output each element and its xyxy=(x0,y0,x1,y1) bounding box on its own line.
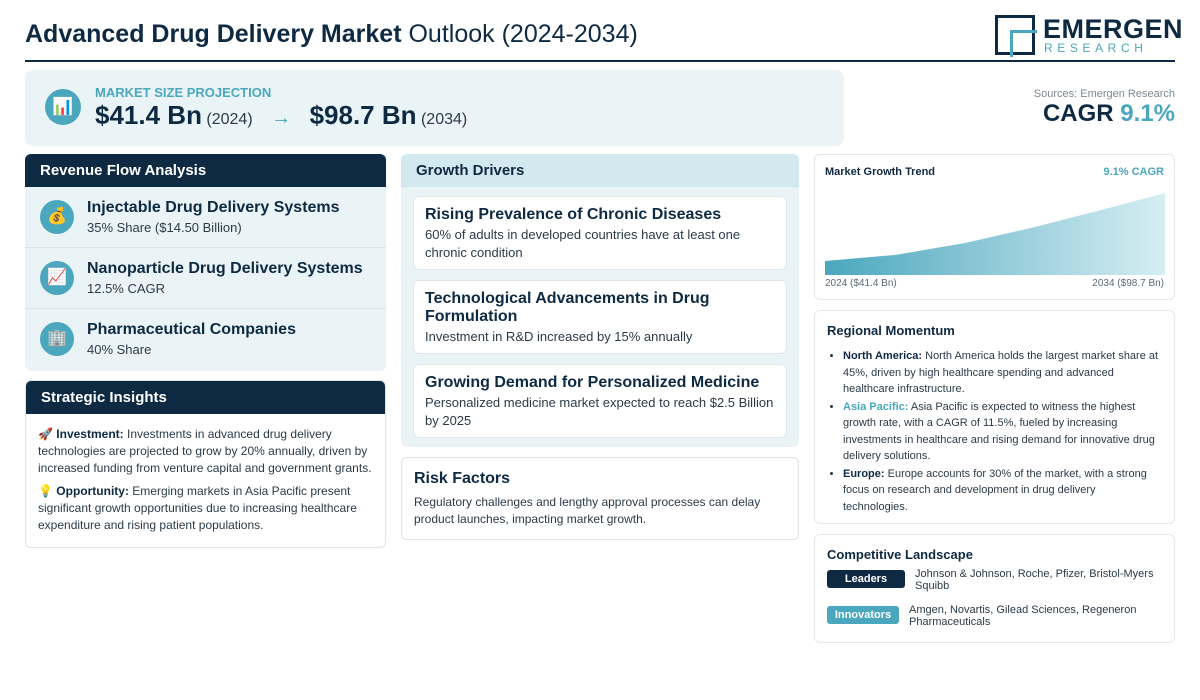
logo-subtitle: RESEARCH xyxy=(1044,41,1148,55)
emergen-logo: EMERGEN RESEARCH xyxy=(995,14,1183,57)
driver-text: Investment in R&D increased by 15% annua… xyxy=(425,329,693,344)
arrow-right-icon: → xyxy=(271,107,292,129)
projection-end-value: $98.7 Bn xyxy=(309,100,417,130)
insight-label: Opportunity: xyxy=(56,484,129,498)
innovators-row: Innovators Amgen, Novartis, Gilead Scien… xyxy=(827,604,1162,634)
innovators-text: Amgen, Novartis, Gilead Sciences, Regene… xyxy=(909,604,1137,628)
region-item: Asia Pacific: Asia Pacific is expected t… xyxy=(843,399,1162,465)
revenue-item: 📈 Nanoparticle Drug Delivery Systems 12.… xyxy=(25,248,386,309)
page-title-bold: Advanced Drug Delivery Market xyxy=(25,20,402,48)
strategic-insights-card: Strategic Insights 🚀 Investment: Investm… xyxy=(25,380,386,548)
region-label: Asia Pacific: xyxy=(843,400,909,413)
growth-area xyxy=(825,193,1165,275)
page-header: Advanced Drug Delivery Market Outlook (2… xyxy=(25,10,1183,62)
driver-title: Rising Prevalence of Chronic Diseases xyxy=(425,206,722,223)
revenue-item-sub: 12.5% CAGR xyxy=(87,281,166,296)
cagr-label: CAGR xyxy=(1042,100,1114,127)
regional-momentum-card: Regional Momentum North America: North A… xyxy=(814,310,1175,524)
market-size-projection: 📊 MARKET SIZE PROJECTION $41.4 Bn (2024)… xyxy=(25,70,844,146)
trend-cagr: 9.1% CAGR xyxy=(1103,166,1164,178)
strategic-insights-title: Strategic Insights xyxy=(26,381,385,414)
revenue-item-title: Nanoparticle Drug Delivery Systems xyxy=(87,260,363,277)
region-text: North America holds the largest market s… xyxy=(843,350,1159,395)
growth-drivers-card: Growth Drivers Rising Prevalence of Chro… xyxy=(401,154,799,447)
region-item: North America: North America holds the l… xyxy=(843,348,1162,398)
page-title-rest: Outlook (2024-2034) xyxy=(408,20,638,48)
revenue-item-title: Injectable Drug Delivery Systems xyxy=(87,199,340,216)
building-icon: 🏢 xyxy=(40,322,74,356)
page-title: Advanced Drug Delivery Market Outlook (2… xyxy=(25,20,638,49)
growth-area-chart xyxy=(825,193,1165,275)
driver-text: Personalized medicine market expected to… xyxy=(425,395,774,428)
regional-momentum-title: Regional Momentum xyxy=(827,323,955,338)
trend-up-icon: 📈 xyxy=(40,261,74,295)
region-item: Europe: Europe accounts for 30% of the m… xyxy=(843,466,1162,516)
revenue-item: 💰 Injectable Drug Delivery Systems 35% S… xyxy=(25,187,386,248)
insight-investment: 🚀 Investment: Investments in advanced dr… xyxy=(26,426,385,477)
leaders-text: Johnson & Johnson, Roche, Pfizer, Bristo… xyxy=(915,568,1154,592)
leaders-badge: Leaders xyxy=(827,570,905,588)
insight-opportunity: 💡 Opportunity: Emerging markets in Asia … xyxy=(26,483,385,534)
sources-text: Sources: Emergen Research xyxy=(1033,88,1175,100)
driver-title: Technological Advancements in Drug Formu… xyxy=(425,290,710,325)
revenue-item-title: Pharmaceutical Companies xyxy=(87,321,296,338)
projection-values: $41.4 Bn (2024) → $98.7 Bn (2034) xyxy=(95,100,467,131)
region-text: Europe accounts for 30% of the market, w… xyxy=(843,467,1147,513)
leaders-row: Leaders Johnson & Johnson, Roche, Pfizer… xyxy=(827,568,1162,598)
trend-start-label: 2024 ($41.4 Bn) xyxy=(825,278,897,289)
revenue-item-sub: 35% Share ($14.50 Billion) xyxy=(87,220,242,235)
logo-mark-icon xyxy=(995,15,1037,57)
revenue-item: 🏢 Pharmaceutical Companies 40% Share xyxy=(25,309,386,370)
trend-end-label: 2034 ($98.7 Bn) xyxy=(1092,278,1164,289)
projection-start-value: $41.4 Bn xyxy=(95,100,202,130)
competitive-landscape-title: Competitive Landscape xyxy=(827,547,973,562)
competitive-landscape-card: Competitive Landscape Leaders Johnson & … xyxy=(814,534,1175,643)
money-bag-icon: 💰 xyxy=(40,200,74,234)
revenue-item-sub: 40% Share xyxy=(87,342,152,357)
logo-brand: EMERGEN xyxy=(1043,14,1184,44)
trend-title: Market Growth Trend xyxy=(825,166,936,178)
risk-factors-text: Regulatory challenges and lengthy approv… xyxy=(414,495,761,526)
market-growth-trend-card: Market Growth Trend 9.1% CAGR 2024 ($41.… xyxy=(814,154,1175,300)
regional-list: North America: North America holds the l… xyxy=(827,348,1162,515)
insight-text: Investments in advanced drug delivery te… xyxy=(38,427,372,475)
driver-text: 60% of adults in developed countries hav… xyxy=(425,227,741,260)
lightbulb-icon: 💡 xyxy=(38,484,53,498)
bar-chart-icon: 📊 xyxy=(45,89,81,125)
revenue-flow-card: Revenue Flow Analysis 💰 Injectable Drug … xyxy=(25,154,386,371)
driver-title: Growing Demand for Personalized Medicine xyxy=(425,374,760,391)
innovators-badge: Innovators xyxy=(827,606,899,624)
driver-item: Growing Demand for Personalized Medicine… xyxy=(413,364,787,438)
risk-factors-title: Risk Factors xyxy=(414,470,511,487)
projection-end-year: (2034) xyxy=(420,111,468,128)
risk-factors-card: Risk Factors Regulatory challenges and l… xyxy=(401,457,799,540)
insight-text: Emerging markets in Asia Pacific present… xyxy=(38,484,357,532)
cagr-summary: CAGR 9.1% xyxy=(1043,100,1175,128)
insight-label: Investment: xyxy=(56,427,124,441)
growth-drivers-title: Growth Drivers xyxy=(401,154,799,187)
driver-item: Rising Prevalence of Chronic Diseases 60… xyxy=(413,196,787,270)
driver-item: Technological Advancements in Drug Formu… xyxy=(413,280,787,354)
rocket-icon: 🚀 xyxy=(38,427,53,441)
projection-label: MARKET SIZE PROJECTION xyxy=(95,85,272,100)
cagr-value: 9.1% xyxy=(1120,100,1175,127)
region-label: Europe: xyxy=(843,467,885,480)
region-text: Asia Pacific is expected to witness the … xyxy=(843,400,1155,463)
revenue-flow-title: Revenue Flow Analysis xyxy=(25,154,386,187)
region-label: North America: xyxy=(843,350,923,362)
projection-start-year: (2024) xyxy=(206,111,253,128)
